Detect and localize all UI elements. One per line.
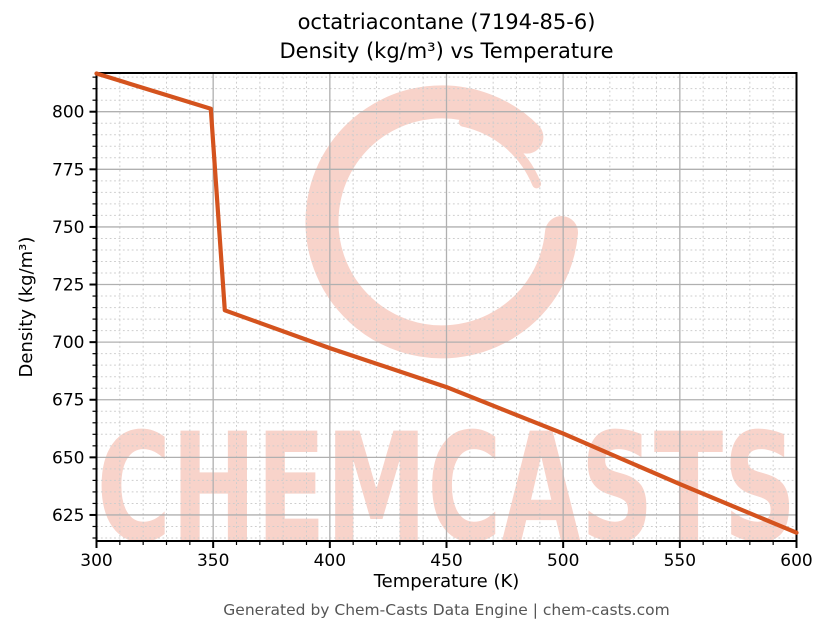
chart-title-line1: octatriacontane (7194-85-6) xyxy=(297,10,596,34)
x-tick-label: 400 xyxy=(314,551,346,571)
data-series xyxy=(94,71,799,535)
x-tick-label: 500 xyxy=(547,551,579,571)
y-tick-label: 775 xyxy=(52,160,84,180)
x-tick-label: 350 xyxy=(197,551,229,571)
y-tick-label: 725 xyxy=(52,276,84,296)
x-axis-label: Temperature (K) xyxy=(373,571,520,592)
watermark-ring-swoosh-icon xyxy=(458,117,542,189)
chart-title-line2: Density (kg/m³) vs Temperature xyxy=(279,39,614,63)
axis-ticks xyxy=(89,76,798,548)
minor-gridlines xyxy=(96,73,797,541)
y-tick-label: 800 xyxy=(52,103,84,123)
tick-labels: 300 350 400 450 500 550 600 625 650 675 700 725 750 7… xyxy=(52,103,813,571)
y-tick-label: 700 xyxy=(52,333,84,353)
chart-title: octatriacontane (7194-85-6) Density (kg/… xyxy=(96,8,797,66)
x-tick-label: 550 xyxy=(664,551,696,571)
y-tick-label: 650 xyxy=(52,448,84,468)
density-line xyxy=(94,71,799,535)
watermark-tail-icon xyxy=(497,257,569,340)
x-tick-label: 450 xyxy=(430,551,462,571)
y-tick-label: 625 xyxy=(52,506,84,526)
y-tick-label: 750 xyxy=(52,218,84,238)
x-tick-label: 600 xyxy=(780,551,812,571)
watermark-ring-icon xyxy=(305,85,578,359)
y-tick-label: 675 xyxy=(52,391,84,411)
y-axis-label: Density (kg/m³) xyxy=(16,236,37,378)
footer-caption: Generated by Chem-Casts Data Engine | ch… xyxy=(223,601,670,619)
x-tick-label: 300 xyxy=(80,551,112,571)
